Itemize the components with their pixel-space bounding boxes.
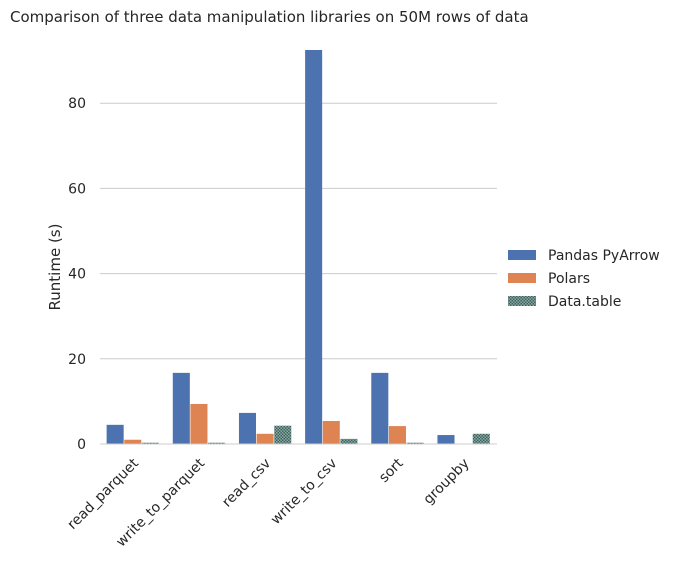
bar-data-table-write-to-csv [340,438,358,444]
bar-polars-read-parquet [124,439,142,444]
bar-pandas-pyarrow-groupby [437,435,455,444]
y-tick-label: 20 [68,352,86,368]
y-tick-label: 40 [68,267,86,283]
bar-polars-write-to-csv [322,420,340,444]
x-tick-label: groupby [421,456,473,508]
legend: Pandas PyArrow Polars Data.table [508,248,660,310]
bar-polars-read-csv [256,433,274,444]
bar-pandas-pyarrow-read-csv [238,412,256,444]
y-tick-label: 80 [68,96,86,112]
bar-pandas-pyarrow-sort [371,372,389,444]
x-tick-label: read_csv [219,456,274,511]
bars [106,50,490,445]
legend-label: Pandas PyArrow [548,248,660,264]
legend-swatch [508,296,536,306]
y-tick-label: 0 [77,437,86,453]
bar-data-table-write-to-parquet [208,442,226,444]
legend-swatch [508,250,536,260]
y-tick-label: 60 [68,181,86,197]
bar-pandas-pyarrow-write-to-csv [305,50,323,444]
legend-swatch [508,273,536,283]
y-tick-labels: 0 20 40 60 80 [68,96,86,453]
gridlines [100,102,497,360]
chart-title: Comparison of three data manipulation li… [10,8,529,26]
y-axis-label: Runtime (s) [46,224,64,311]
bar-pandas-pyarrow-read-parquet [106,424,124,444]
legend-label: Polars [548,271,590,287]
bar-polars-sort [388,426,406,444]
bar-pandas-pyarrow-write-to-parquet [172,372,190,444]
x-tick-label: sort [376,455,407,486]
bar-data-table-sort [406,442,424,444]
bar-polars-write-to-parquet [190,403,208,444]
bar-data-table-read-csv [274,425,292,444]
bar-data-table-groupby [472,433,490,444]
bar-data-table-read-parquet [141,442,159,444]
x-tick-label: write_to_csv [268,456,341,529]
legend-label: Data.table [548,294,621,310]
